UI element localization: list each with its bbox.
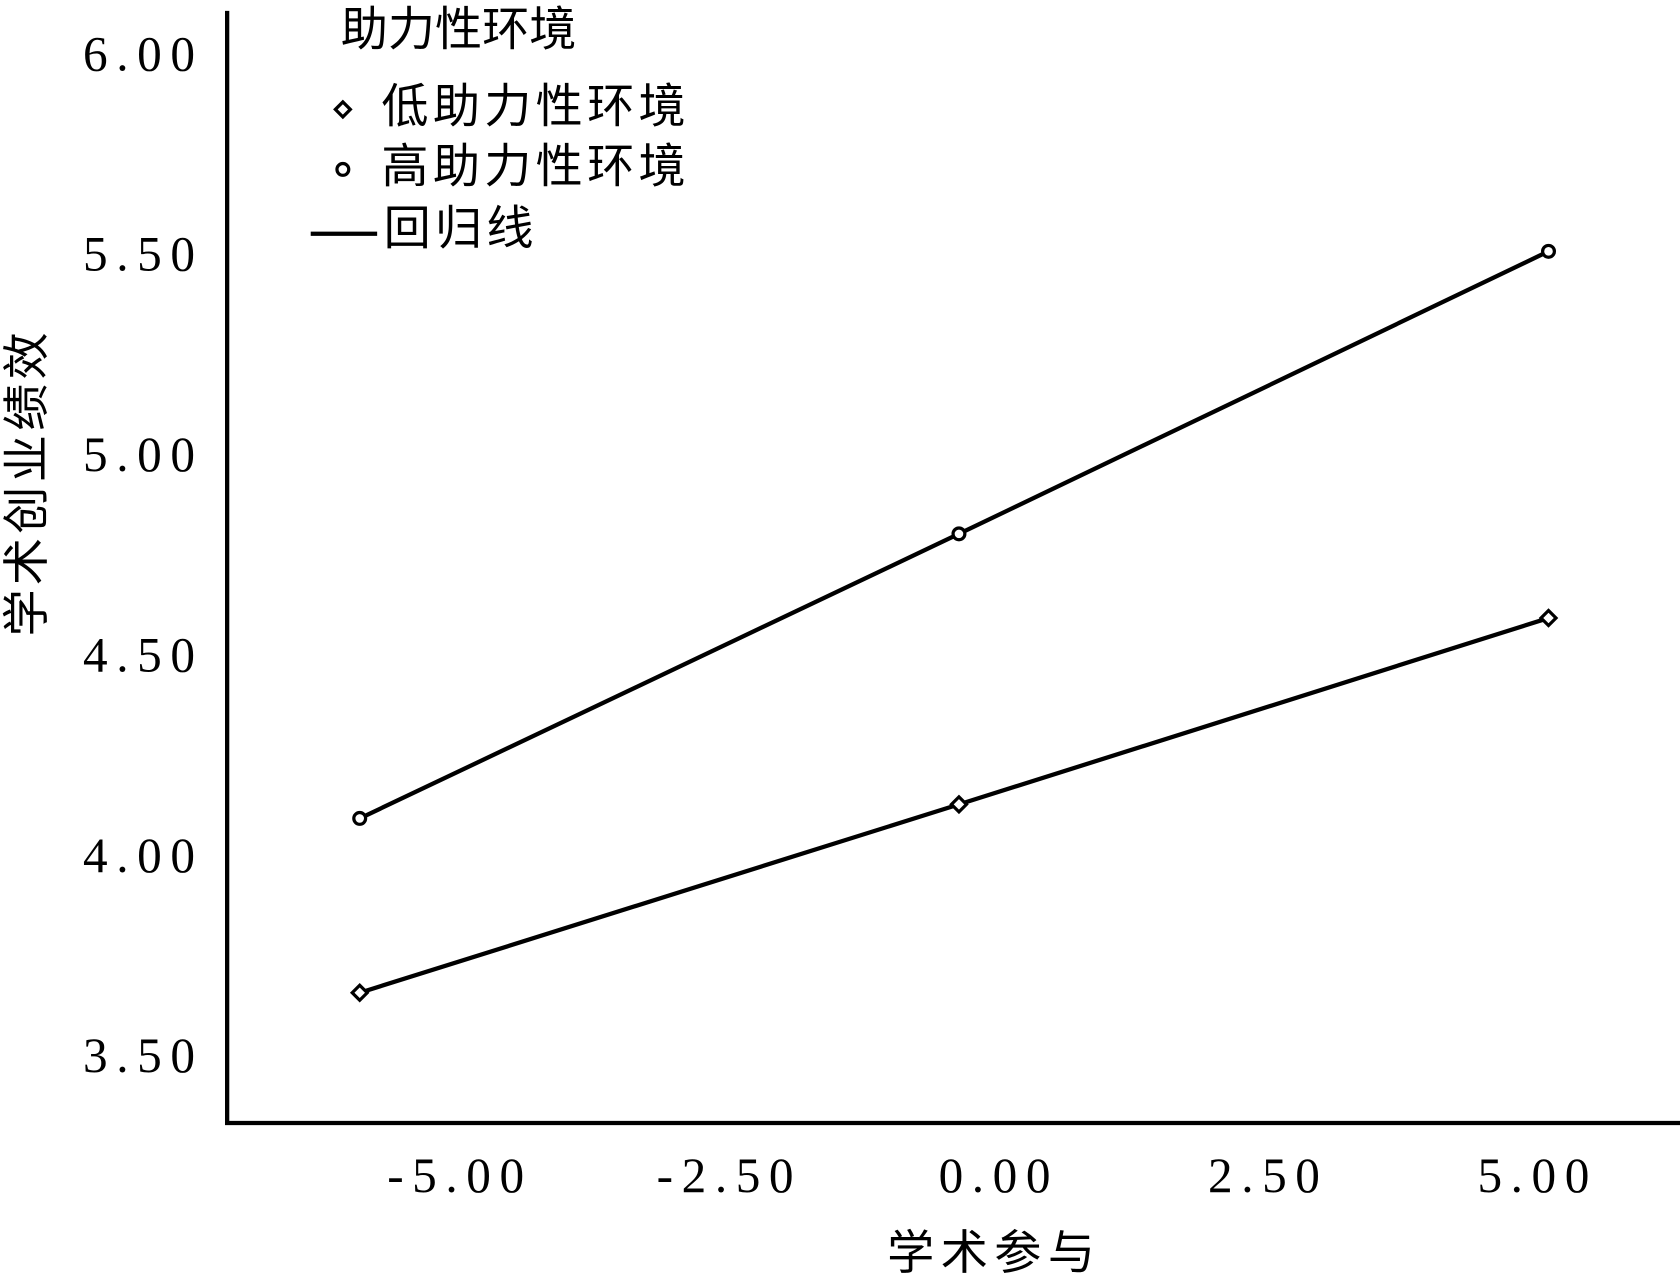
data-point <box>949 794 969 815</box>
y-tick-label: 5.50 <box>83 227 204 282</box>
x-tick-label: -2.50 <box>657 1148 802 1203</box>
data-point <box>352 810 368 826</box>
x-tick-label: 2.50 <box>1208 1148 1329 1203</box>
data-point <box>951 526 967 542</box>
y-tick-label: 3.50 <box>83 1028 204 1083</box>
x-tick-label: 0.00 <box>939 1148 1060 1203</box>
y-axis-label: 学术创业绩效 <box>0 328 55 636</box>
legend-title: 助力性环境 <box>341 2 577 57</box>
data-point <box>349 982 370 1003</box>
data-point <box>1538 608 1559 628</box>
data-point <box>1541 243 1557 259</box>
legend-label: 低助力性环境 <box>381 79 689 134</box>
y-tick-label: 6.00 <box>83 26 204 81</box>
y-tick-label: 4.50 <box>83 627 204 682</box>
legend-line-label: 回归线 <box>384 202 538 257</box>
x-tick-label: 5.00 <box>1477 1148 1598 1203</box>
legend-marker <box>335 161 351 177</box>
legend-label: 高助力性环境 <box>381 139 689 194</box>
legend-marker <box>333 99 353 120</box>
x-axis-label: 学术参与 <box>887 1226 1101 1281</box>
y-tick-label: 5.00 <box>83 427 204 482</box>
y-tick-label: 4.00 <box>83 828 204 883</box>
x-tick-label: -5.00 <box>387 1148 532 1203</box>
